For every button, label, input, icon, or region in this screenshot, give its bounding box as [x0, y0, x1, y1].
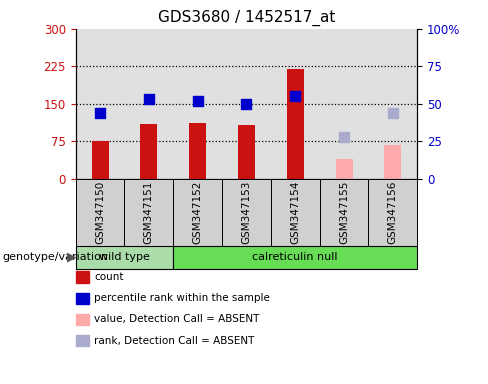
Bar [92, 141, 108, 179]
Text: calreticulin null: calreticulin null [252, 252, 338, 262]
Text: rank, Detection Call = ABSENT: rank, Detection Call = ABSENT [94, 336, 255, 346]
Text: GSM347151: GSM347151 [144, 180, 154, 244]
Bar [238, 125, 255, 179]
Point [291, 93, 299, 99]
Point [340, 134, 348, 140]
Point [145, 96, 153, 102]
Bar [141, 124, 158, 179]
Bar [287, 69, 304, 179]
Text: GSM347154: GSM347154 [290, 180, 300, 244]
Bar [385, 145, 402, 179]
Point [96, 109, 104, 116]
Title: GDS3680 / 1452517_at: GDS3680 / 1452517_at [158, 10, 335, 26]
Point [243, 101, 250, 107]
Text: count: count [94, 272, 123, 282]
Text: GSM347155: GSM347155 [339, 180, 349, 244]
Text: GSM347153: GSM347153 [242, 180, 251, 244]
Text: GSM347156: GSM347156 [388, 180, 398, 244]
Text: value, Detection Call = ABSENT: value, Detection Call = ABSENT [94, 314, 260, 324]
Point [194, 98, 202, 104]
Text: ▶: ▶ [67, 251, 77, 264]
Point [389, 109, 397, 116]
Text: percentile rank within the sample: percentile rank within the sample [94, 293, 270, 303]
Text: GSM347150: GSM347150 [95, 180, 105, 244]
Text: GSM347152: GSM347152 [193, 180, 203, 244]
Text: wild type: wild type [99, 252, 150, 262]
Bar [189, 122, 206, 179]
Bar [336, 159, 353, 179]
Text: genotype/variation: genotype/variation [2, 252, 108, 262]
